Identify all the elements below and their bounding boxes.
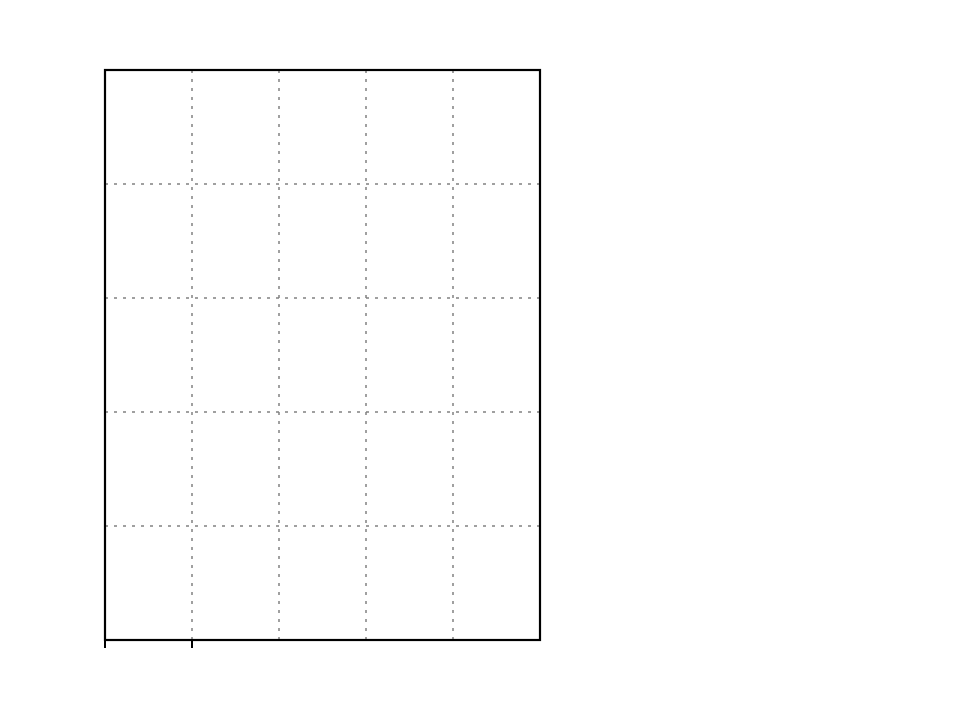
plot-frame <box>105 70 540 640</box>
figure-canvas <box>0 0 978 720</box>
